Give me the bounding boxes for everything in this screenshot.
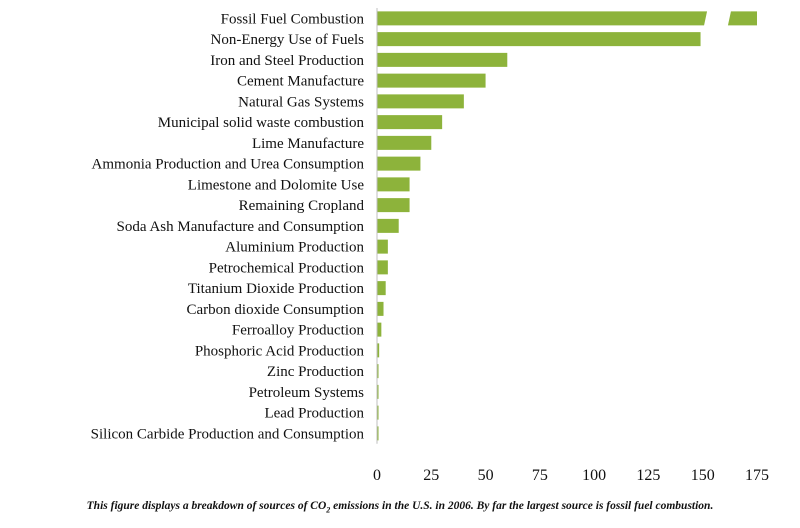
category-label-lime-manufacture: Lime Manufacture bbox=[252, 136, 364, 152]
x-tick-label-150: 150 bbox=[691, 467, 715, 484]
bar-limestone-and-dolomite-use bbox=[377, 177, 410, 192]
category-label-fossil-fuel-combustion: Fossil Fuel Combustion bbox=[221, 11, 365, 27]
figure-caption: This figure displays a breakdown of sour… bbox=[0, 500, 800, 514]
category-label-silicon-carbide-production-and-consumption: Silicon Carbide Production and Consumpti… bbox=[91, 426, 365, 442]
category-label-non-energy-use-of-fuels: Non-Energy Use of Fuels bbox=[211, 32, 365, 48]
bars-group bbox=[377, 11, 757, 441]
x-tick-label-100: 100 bbox=[582, 467, 606, 484]
bar-chart: Fossil Fuel Combustion Non-Energy Use of … bbox=[91, 8, 769, 484]
bar-ferroalloy-production bbox=[377, 322, 382, 337]
bar-remaining-cropland bbox=[377, 198, 410, 213]
category-label-petroleum-systems: Petroleum Systems bbox=[249, 385, 365, 401]
category-label-ferroalloy-production: Ferroalloy Production bbox=[232, 323, 365, 339]
bar-aluminium-production bbox=[377, 239, 388, 254]
x-tick-label-125: 125 bbox=[636, 467, 660, 484]
category-label-soda-ash-manufacture-and-consumption: Soda Ash Manufacture and Consumption bbox=[117, 219, 365, 235]
bar-municipal-solid-waste-combustion bbox=[377, 115, 443, 130]
bar-titanium-dioxide-production bbox=[377, 281, 386, 296]
x-tick-label-0: 0 bbox=[373, 467, 381, 484]
bar-carbon-dioxide-consumption bbox=[377, 301, 384, 316]
bar-silicon-carbide-production-and-consumption bbox=[377, 426, 379, 441]
category-label-limestone-and-dolomite-use: Limestone and Dolomite Use bbox=[188, 177, 365, 193]
bar-phosphoric-acid-production bbox=[377, 343, 380, 358]
x-axis-ticks: 0 25 50 75 100 125 150 175 bbox=[373, 467, 769, 484]
category-label-cement-manufacture: Cement Manufacture bbox=[237, 74, 364, 90]
bar-fossil-fuel-combustion-segment-2 bbox=[727, 11, 757, 26]
x-tick-label-50: 50 bbox=[478, 467, 494, 484]
category-label-titanium-dioxide-production: Titanium Dioxide Production bbox=[188, 281, 365, 297]
category-label-municipal-solid-waste-combustion: Municipal solid waste combustion bbox=[158, 115, 365, 131]
bar-cement-manufacture bbox=[377, 73, 486, 88]
category-label-zinc-production: Zinc Production bbox=[267, 364, 365, 380]
category-label-ammonia-production-and-urea-consumption: Ammonia Production and Urea Consumption bbox=[92, 157, 365, 173]
caption-subscript: 2 bbox=[326, 505, 331, 515]
bar-iron-and-steel-production bbox=[377, 52, 508, 67]
category-label-iron-and-steel-production: Iron and Steel Production bbox=[210, 53, 364, 69]
x-tick-label-25: 25 bbox=[423, 467, 439, 484]
bar-ammonia-production-and-urea-consumption bbox=[377, 156, 421, 171]
bar-fossil-fuel-combustion-segment-1 bbox=[377, 11, 708, 26]
bar-soda-ash-manufacture-and-consumption bbox=[377, 218, 399, 233]
bar-natural-gas-systems bbox=[377, 94, 464, 109]
bar-non-energy-use-of-fuels bbox=[377, 32, 701, 47]
x-tick-label-175: 175 bbox=[745, 467, 769, 484]
bar-petroleum-systems bbox=[377, 384, 379, 399]
category-label-phosphoric-acid-production: Phosphoric Acid Production bbox=[195, 343, 365, 359]
category-label-remaining-cropland: Remaining Cropland bbox=[239, 198, 365, 214]
x-tick-label-75: 75 bbox=[532, 467, 548, 484]
category-label-natural-gas-systems: Natural Gas Systems bbox=[238, 94, 364, 110]
bar-lime-manufacture bbox=[377, 135, 432, 150]
caption-text-after: emissions in the U.S. in 2006. By far th… bbox=[330, 500, 714, 512]
category-labels: Fossil Fuel Combustion Non-Energy Use of … bbox=[91, 11, 365, 442]
category-label-petrochemical-production: Petrochemical Production bbox=[209, 260, 365, 276]
caption-text-before: This figure displays a breakdown of sour… bbox=[86, 500, 327, 512]
bar-petrochemical-production bbox=[377, 260, 388, 275]
category-label-lead-production: Lead Production bbox=[264, 406, 364, 422]
category-label-aluminium-production: Aluminium Production bbox=[225, 240, 364, 256]
bar-lead-production bbox=[377, 405, 379, 420]
category-label-carbon-dioxide-consumption: Carbon dioxide Consumption bbox=[187, 302, 365, 318]
bar-zinc-production bbox=[377, 364, 379, 379]
